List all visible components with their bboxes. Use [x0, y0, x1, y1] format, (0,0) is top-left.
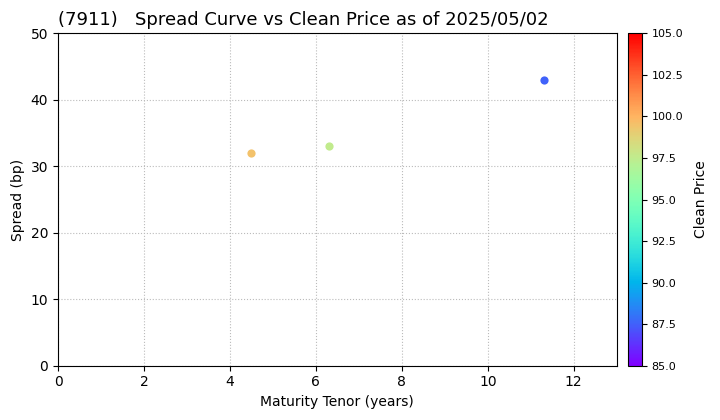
Text: (7911)   Spread Curve vs Clean Price as of 2025/05/02: (7911) Spread Curve vs Clean Price as of…: [58, 11, 549, 29]
Point: [246, 150, 257, 156]
X-axis label: Maturity Tenor (years): Maturity Tenor (years): [261, 395, 414, 409]
Y-axis label: Clean Price: Clean Price: [694, 161, 708, 239]
Point: [538, 76, 549, 83]
Y-axis label: Spread (bp): Spread (bp): [11, 158, 25, 241]
Point: [323, 143, 335, 150]
